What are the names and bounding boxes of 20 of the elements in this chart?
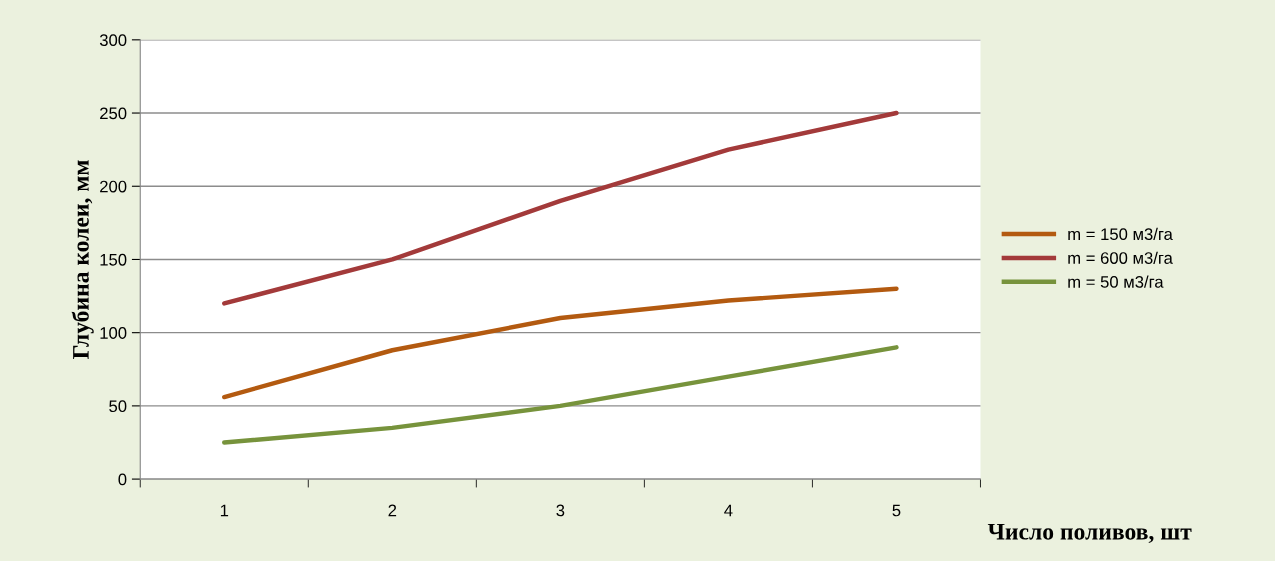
y-tick-label: 150 — [100, 253, 127, 266]
y-tick-label: 200 — [100, 180, 127, 193]
x-tick-label: 3 — [556, 504, 565, 517]
y-tick-label: 0 — [118, 473, 127, 486]
y-tick-label: 300 — [99, 34, 127, 47]
legend-label: m = 50 м3/га — [1068, 275, 1164, 288]
legend-label: m = 600 м3/га — [1068, 251, 1173, 264]
x-tick-label: 2 — [388, 504, 397, 517]
y-tick-label: 250 — [100, 107, 127, 120]
y-tick-label: 100 — [100, 327, 127, 339]
x-tick-label: 4 — [724, 504, 733, 517]
x-tick-label: 5 — [892, 504, 901, 517]
legend-label: m = 150 м3/га — [1068, 227, 1173, 241]
line-series — [222, 345, 899, 445]
x-axis-title: Число поливов, шт — [987, 523, 1192, 544]
line-series — [222, 110, 899, 306]
y-axis-title: Глубина колеи, мм — [71, 160, 94, 359]
line-series — [222, 286, 899, 400]
x-tick-label: 1 — [220, 504, 229, 517]
y-tick-label: 50 — [109, 400, 127, 413]
